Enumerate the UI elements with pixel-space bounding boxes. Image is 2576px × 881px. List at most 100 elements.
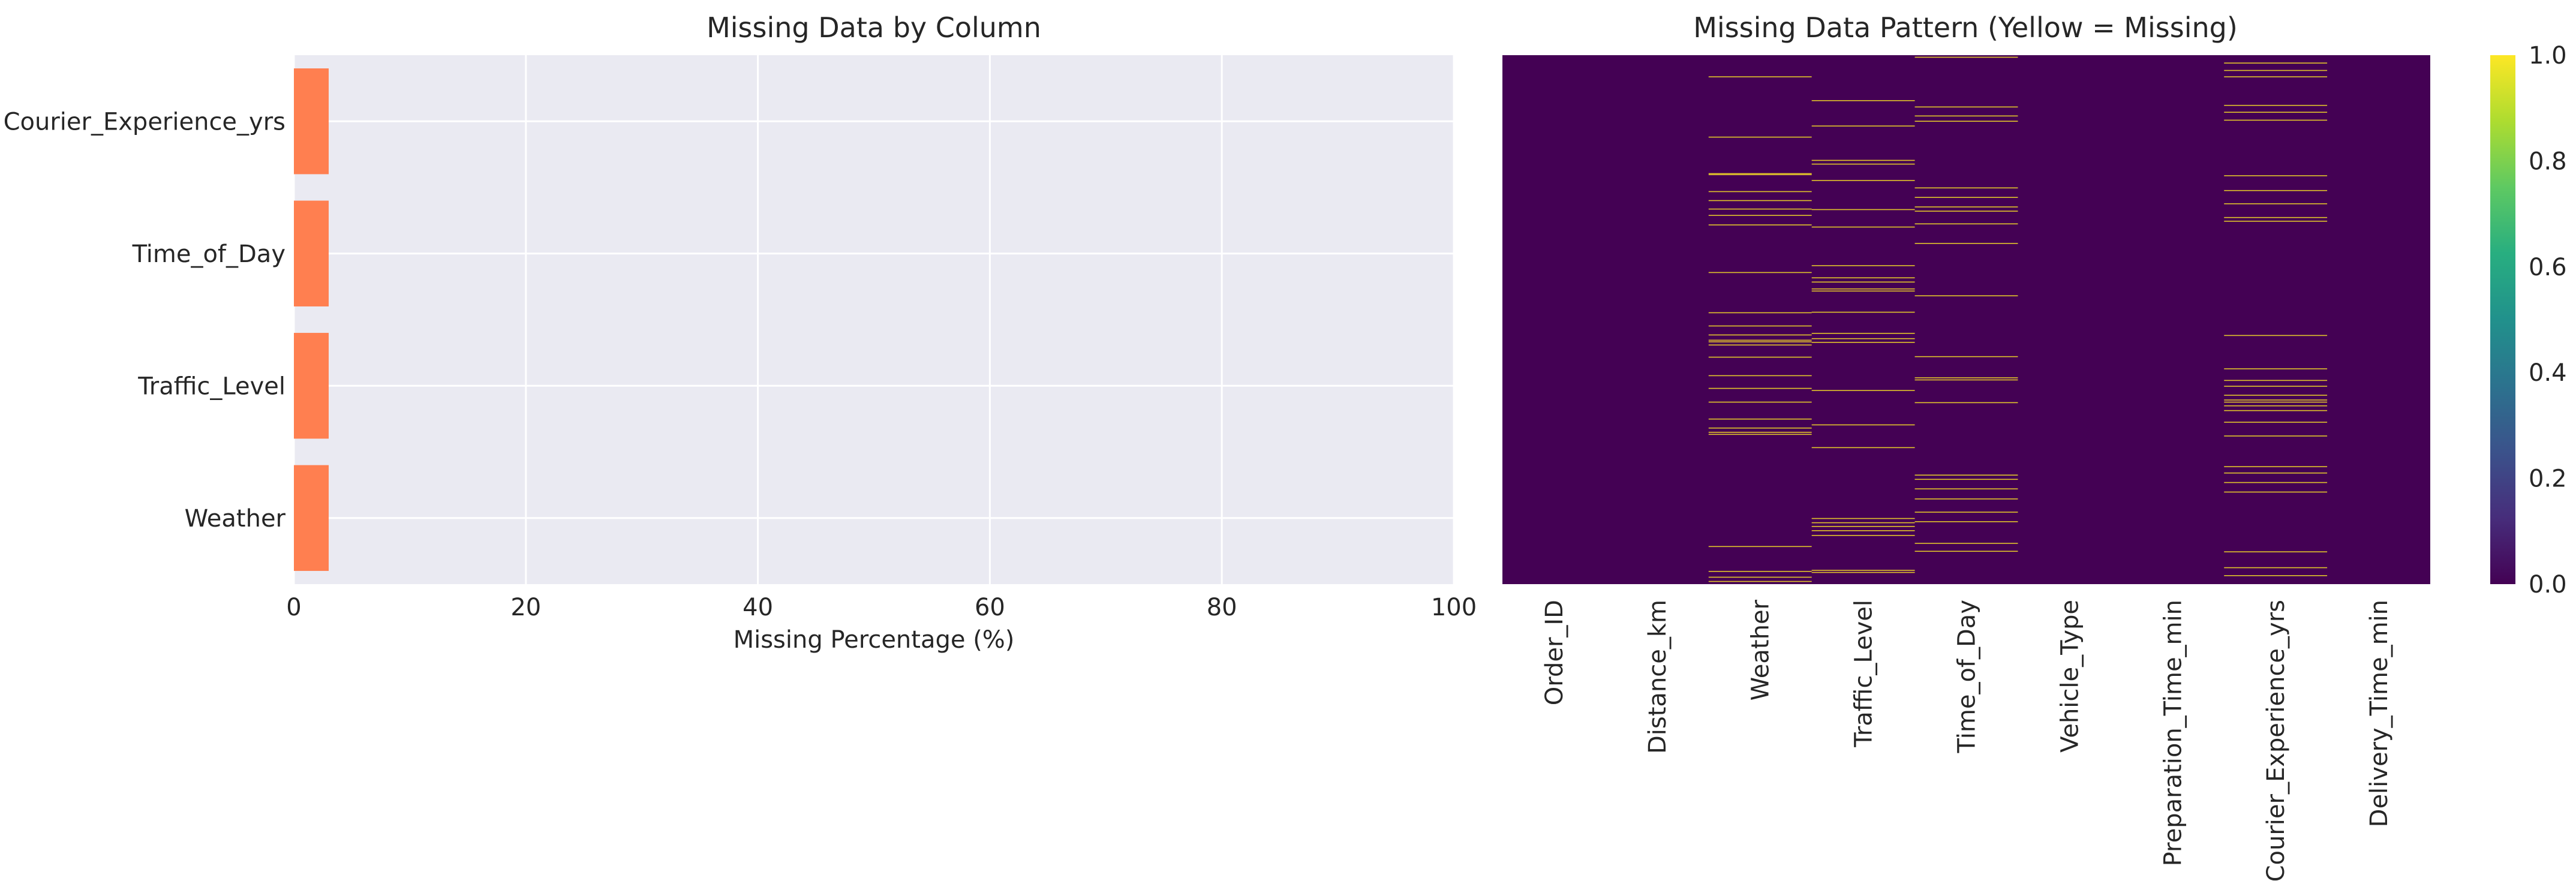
- colorbar-tick-label: 0.0: [2529, 571, 2567, 599]
- bar-x-tick-label: 60: [975, 594, 1005, 621]
- missing-cell-Courier_Experience_yrs: [2224, 190, 2328, 191]
- missing-cell-Courier_Experience_yrs: [2224, 422, 2328, 423]
- missing-cell-Weather: [1708, 334, 1812, 336]
- missing-cell-Time_of_Day: [1914, 106, 2018, 108]
- missing-cell-Courier_Experience_yrs: [2224, 335, 2328, 336]
- missing-cell-Courier_Experience_yrs: [2224, 551, 2328, 552]
- missing-cell-Time_of_Day: [1914, 474, 2018, 476]
- missing-cell-Time_of_Day: [1914, 377, 2018, 378]
- bar-Weather: [294, 465, 329, 571]
- missing-cell-Courier_Experience_yrs: [2224, 567, 2328, 569]
- heatmap-area: [1502, 55, 2430, 584]
- heatmap-column-label: Delivery_Time_min: [2365, 600, 2393, 827]
- missing-cell-Traffic_Level: [1811, 522, 1915, 524]
- missing-cell-Traffic_Level: [1811, 277, 1915, 279]
- bar-x-tick-label: 100: [1431, 594, 1477, 621]
- missing-cell-Courier_Experience_yrs: [2224, 104, 2328, 106]
- missing-cell-Time_of_Day: [1914, 187, 2018, 189]
- missing-cell-Traffic_Level: [1811, 311, 1915, 313]
- bar-x-tick-label: 80: [1207, 594, 1237, 621]
- missing-cell-Courier_Experience_yrs: [2224, 380, 2328, 381]
- bar-y-tick-label: Traffic_Level: [137, 372, 285, 400]
- bar-chart-title: Missing Data by Column: [707, 11, 1041, 44]
- missing-cell-Courier_Experience_yrs: [2224, 175, 2328, 176]
- missing-cell-Traffic_Level: [1811, 100, 1915, 101]
- missing-cell-Traffic_Level: [1811, 447, 1915, 449]
- missing-cell-Weather: [1708, 576, 1812, 578]
- missing-cell-Time_of_Day: [1914, 211, 2018, 212]
- missing-cell-Weather: [1708, 173, 1812, 175]
- missing-cell-Traffic_Level: [1811, 160, 1915, 161]
- missing-cell-Courier_Experience_yrs: [2224, 217, 2328, 218]
- colorbar-tick-label: 1.0: [2529, 42, 2567, 70]
- missing-cell-Time_of_Day: [1914, 488, 2018, 489]
- missing-cell-Courier_Experience_yrs: [2224, 62, 2328, 64]
- missing-cell-Traffic_Level: [1811, 288, 1915, 290]
- missing-cell-Traffic_Level: [1811, 390, 1915, 391]
- missing-cell-Traffic_Level: [1811, 518, 1915, 519]
- missing-cell-Courier_Experience_yrs: [2224, 401, 2328, 403]
- missing-cell-Traffic_Level: [1811, 333, 1915, 334]
- missing-cell-Weather: [1708, 136, 1812, 138]
- missing-cell-Courier_Experience_yrs: [2224, 203, 2328, 205]
- missing-cell-Traffic_Level: [1811, 570, 1915, 571]
- missing-cell-Time_of_Day: [1914, 379, 2018, 381]
- missing-cell-Time_of_Day: [1914, 402, 2018, 404]
- heatmap-column-label: Vehicle_Type: [2056, 600, 2084, 753]
- missing-cell-Courier_Experience_yrs: [2224, 472, 2328, 474]
- missing-cell-Traffic_Level: [1811, 534, 1915, 536]
- missing-cell-Courier_Experience_yrs: [2224, 76, 2328, 77]
- missing-cell-Time_of_Day: [1914, 551, 2018, 552]
- colorbar-gradient: [2490, 55, 2515, 584]
- bar-y-tick-labels: Courier_Experience_yrs Time_of_Day Traffic…: [4, 108, 286, 533]
- missing-cell-Weather: [1708, 339, 1812, 341]
- bar-Time_of_Day: [294, 200, 329, 306]
- missing-cell-Traffic_Level: [1811, 290, 1915, 292]
- missing-cell-Traffic_Level: [1811, 226, 1915, 228]
- missing-cell-Traffic_Level: [1811, 163, 1915, 165]
- missing-cell-Weather: [1708, 312, 1812, 314]
- colorbar-tick-label: 0.6: [2529, 254, 2567, 281]
- missing-cell-Traffic_Level: [1811, 180, 1915, 181]
- bar-x-tick-label: 20: [510, 594, 541, 621]
- missing-cell-Courier_Experience_yrs: [2224, 119, 2328, 121]
- colorbar-tick-label: 0.2: [2529, 465, 2567, 493]
- missing-cell-Traffic_Level: [1811, 342, 1915, 343]
- missing-by-column-chart: Missing Data by Column Courier_Experienc…: [4, 11, 1477, 654]
- missing-cell-Traffic_Level: [1811, 281, 1915, 283]
- missing-cell-Time_of_Day: [1914, 243, 2018, 244]
- missing-cell-Weather: [1708, 200, 1812, 202]
- missing-cell-Weather: [1708, 546, 1812, 548]
- heatmap-title: Missing Data Pattern (Yellow = Missing): [1693, 11, 2238, 44]
- missing-cell-Time_of_Day: [1914, 121, 2018, 122]
- heatmap-column-labels: Order_ID Distance_km Weather Traffic_Level T…: [1541, 599, 2393, 881]
- bar-x-tick-label: 40: [743, 594, 773, 621]
- heatmap-column-label: Preparation_Time_min: [2159, 600, 2187, 866]
- missing-cell-Traffic_Level: [1811, 424, 1915, 426]
- missing-cell-Weather: [1708, 387, 1812, 389]
- missing-pattern-heatmap: Missing Data Pattern (Yellow = Missing) …: [1502, 11, 2430, 881]
- missing-cell-Weather: [1708, 434, 1812, 435]
- bar-gridlines: [293, 55, 1455, 584]
- missing-cell-Time_of_Day: [1914, 56, 2018, 58]
- bar-y-tick-label: Weather: [185, 505, 286, 533]
- missing-cell-Weather: [1708, 431, 1812, 433]
- missing-cell-Courier_Experience_yrs: [2224, 70, 2328, 71]
- missing-cell-Traffic_Level: [1811, 525, 1915, 527]
- bar-plot-area: [294, 55, 1454, 584]
- missing-cell-Time_of_Day: [1914, 521, 2018, 522]
- missing-cell-Courier_Experience_yrs: [2224, 368, 2328, 369]
- heatmap-column-label: Order_ID: [1541, 600, 1568, 705]
- heatmap-column-label: Traffic_Level: [1850, 600, 1878, 748]
- heatmap-column-label: Courier_Experience_yrs: [2262, 600, 2290, 881]
- missing-cell-Weather: [1708, 325, 1812, 327]
- missing-cell-Weather: [1708, 341, 1812, 342]
- missing-cell-Weather: [1708, 224, 1812, 225]
- missing-cell-Weather: [1708, 375, 1812, 377]
- bar-Traffic_Level: [294, 333, 329, 439]
- missing-cell-Courier_Experience_yrs: [2224, 221, 2328, 222]
- heatmap-missing-cells: [1708, 56, 2328, 582]
- missing-cell-Time_of_Day: [1914, 206, 2018, 208]
- heatmap-column-label: Weather: [1747, 599, 1775, 700]
